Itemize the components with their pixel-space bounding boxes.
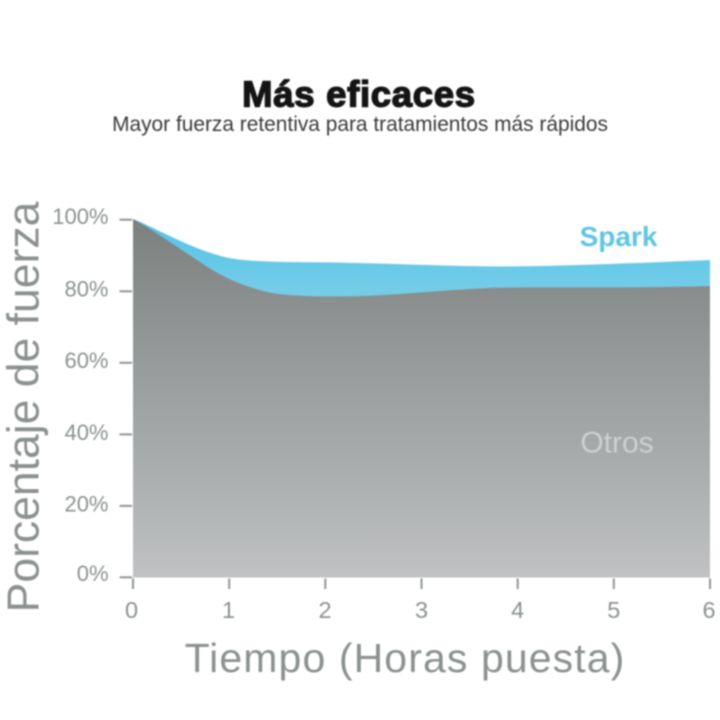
svg-text:Mayor fuerza retentiva para tr: Mayor fuerza retentiva para tratamientos… bbox=[112, 113, 608, 136]
svg-text:Spark: Spark bbox=[580, 221, 658, 252]
svg-text:4: 4 bbox=[511, 597, 524, 623]
svg-text:5: 5 bbox=[607, 597, 620, 623]
svg-text:6: 6 bbox=[702, 597, 715, 623]
svg-text:Otros: Otros bbox=[580, 427, 653, 460]
svg-text:100%: 100% bbox=[52, 204, 108, 229]
svg-text:60%: 60% bbox=[64, 348, 108, 373]
svg-text:Más eficaces: Más eficaces bbox=[242, 74, 476, 115]
svg-text:40%: 40% bbox=[64, 420, 108, 445]
svg-text:0: 0 bbox=[125, 597, 138, 623]
svg-text:3: 3 bbox=[415, 597, 428, 623]
svg-text:Porcentaje de fuerza: Porcentaje de fuerza bbox=[0, 201, 49, 612]
svg-text:20%: 20% bbox=[64, 491, 108, 516]
svg-text:2: 2 bbox=[318, 597, 331, 623]
svg-text:80%: 80% bbox=[64, 277, 108, 302]
svg-text:0%: 0% bbox=[77, 561, 109, 586]
svg-text:1: 1 bbox=[222, 597, 235, 623]
svg-text:Tiempo (Horas puesta): Tiempo (Horas puesta) bbox=[185, 635, 626, 681]
